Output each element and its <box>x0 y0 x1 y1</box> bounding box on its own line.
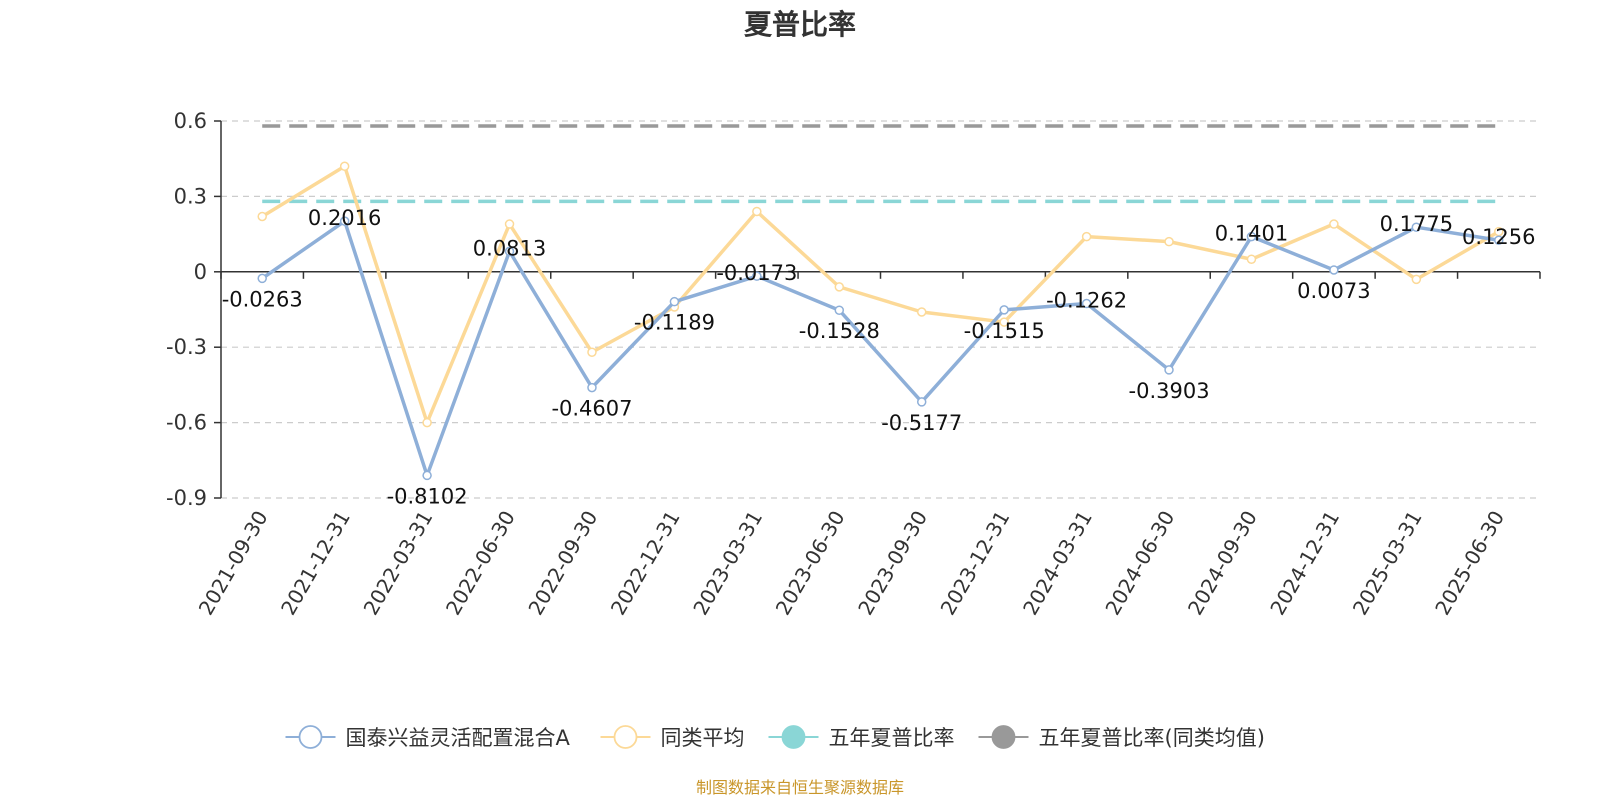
data-point <box>1329 265 1339 275</box>
data-point <box>422 417 432 428</box>
legend-item[interactable]: 五年夏普比率(同类均值) <box>978 725 1265 750</box>
data-point <box>339 161 350 171</box>
data-label: 0.0813 <box>473 236 546 260</box>
legend-swatch-marker <box>781 725 806 749</box>
data-label: 0.2016 <box>308 206 381 230</box>
y-tick-label: 0.3 <box>174 184 207 208</box>
data-point <box>1246 254 1257 264</box>
reference-lines <box>262 124 1499 204</box>
y-tick-label: -0.9 <box>166 486 207 510</box>
legend-swatch-marker <box>298 725 323 749</box>
data-point <box>916 307 927 317</box>
data-label: -0.1515 <box>964 319 1045 343</box>
data-label: 0.1775 <box>1380 212 1453 236</box>
data-point <box>834 305 845 315</box>
x-tick-label: 2022-12-31 <box>606 507 685 620</box>
grid-lines <box>221 120 1540 499</box>
data-point <box>422 470 432 481</box>
series-lines <box>257 161 1504 481</box>
x-tick-label: 2024-12-31 <box>1265 507 1344 620</box>
data-point <box>257 273 267 284</box>
x-tick-label: 2025-03-31 <box>1348 507 1427 620</box>
data-label: -0.0263 <box>222 287 303 311</box>
x-tick-label: 2022-03-31 <box>359 507 438 620</box>
data-point <box>834 282 845 292</box>
x-tick-label: 2023-09-30 <box>853 507 932 620</box>
y-tick-label: 0.6 <box>174 109 207 133</box>
data-point <box>999 305 1009 315</box>
x-tick-label: 2023-03-31 <box>688 507 767 620</box>
data-label: 0.1256 <box>1462 225 1535 249</box>
data-label: -0.3903 <box>1129 379 1210 403</box>
legend-item[interactable]: 五年夏普比率 <box>768 725 955 750</box>
data-point <box>1081 231 1092 242</box>
data-point <box>1246 231 1257 242</box>
data-label: -0.0173 <box>716 261 797 285</box>
x-tick-label: 2025-06-30 <box>1430 507 1509 620</box>
data-point <box>339 216 350 226</box>
data-point <box>916 397 927 407</box>
data-point <box>1329 219 1339 229</box>
y-tick-label: 0 <box>194 260 207 284</box>
data-point <box>752 206 762 217</box>
source-note: 制图数据来自恒生聚源数据库 <box>696 778 904 797</box>
legend-label: 国泰兴益灵活配置混合A <box>346 726 571 750</box>
data-label: -0.4607 <box>551 397 632 421</box>
data-point <box>1411 222 1422 232</box>
chart-title: 夏普比率 <box>744 8 856 41</box>
data-point <box>504 246 515 257</box>
data-label: 0.0073 <box>1297 279 1370 303</box>
data-point <box>1494 235 1504 245</box>
data-label: -0.5177 <box>881 411 962 435</box>
x-tick-label: 2024-09-30 <box>1183 507 1262 620</box>
data-point <box>257 211 267 222</box>
legend-item[interactable]: 同类平均 <box>600 725 745 750</box>
x-tick-label: 2021-09-30 <box>194 507 273 620</box>
data-labels: -0.0263 0.2016 -0.8102 0.0813 -0.4607 -0.1189… <box>222 206 1536 508</box>
data-point <box>587 347 597 357</box>
data-point <box>1164 365 1174 375</box>
data-point <box>1411 274 1422 285</box>
series-line <box>261 164 1500 425</box>
legend-swatch-marker <box>991 725 1016 749</box>
x-tick-label: 2021-12-31 <box>276 507 355 620</box>
data-point <box>999 317 1009 327</box>
x-tick-label: 2022-06-30 <box>441 507 520 620</box>
legend-label: 五年夏普比率 <box>829 726 955 750</box>
legend-item[interactable]: 国泰兴益灵活配置混合A <box>285 725 571 750</box>
y-tick-label: -0.3 <box>166 335 207 359</box>
x-tick-label: 2023-06-30 <box>771 507 850 620</box>
legend-label: 五年夏普比率(同类均值) <box>1039 726 1265 750</box>
y-tick-label: -0.6 <box>166 411 207 435</box>
data-label: -0.1262 <box>1046 289 1127 313</box>
data-label: -0.1189 <box>634 311 715 335</box>
data-point <box>1164 236 1174 247</box>
x-tick-label: 2024-06-30 <box>1100 507 1179 620</box>
data-label: 0.1401 <box>1215 222 1288 246</box>
data-point <box>669 296 680 307</box>
x-tick-label: 2023-12-31 <box>936 507 1015 620</box>
data-point <box>752 271 762 281</box>
data-label: -0.8102 <box>387 484 468 508</box>
legend-label: 同类平均 <box>661 726 745 750</box>
x-tick-label: 2022-09-30 <box>523 507 602 620</box>
legend-swatch-marker <box>613 725 638 749</box>
data-point <box>1081 298 1092 309</box>
data-point <box>587 382 597 393</box>
data-point <box>504 219 515 229</box>
series-line <box>261 219 1500 478</box>
legend[interactable]: 国泰兴益灵活配置混合A 同类平均 五年夏普比率 五年夏普比率(同类均值) <box>285 725 1265 750</box>
x-tick-label: 2024-03-31 <box>1018 507 1097 620</box>
data-label: -0.1528 <box>799 319 880 343</box>
